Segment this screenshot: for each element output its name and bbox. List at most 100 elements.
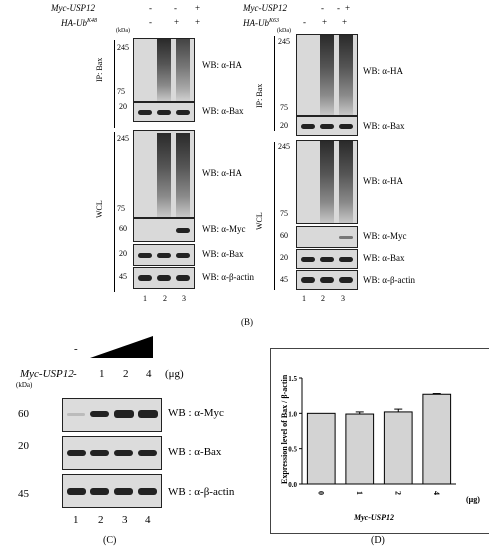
wb-label: WB: α-HA: [202, 60, 242, 70]
mw-marker: 45: [119, 272, 127, 281]
mw-marker: 245: [278, 37, 290, 46]
sign: -: [174, 3, 177, 13]
mw-marker: 20: [119, 249, 127, 258]
lane-number: 1: [73, 514, 79, 526]
myc-usp12-label: Myc-USP12: [243, 3, 287, 13]
dose-value: 1: [99, 368, 105, 380]
wb-label: WB: α-Bax: [363, 121, 405, 131]
dose-value: 4: [146, 368, 152, 380]
mw-marker: 20: [280, 121, 288, 130]
sign: +: [174, 17, 180, 27]
bar: [422, 393, 452, 485]
blot-myc: [62, 398, 162, 432]
blot-wcl-myc: [133, 218, 195, 242]
kda-label: (kDa): [16, 381, 33, 389]
mw-marker: 20: [18, 440, 29, 452]
mw-marker: 45: [18, 488, 29, 500]
mw-marker: 75: [280, 103, 288, 112]
mw-marker: 60: [119, 224, 127, 233]
wb-label: WB: α-Bax: [202, 249, 244, 259]
sign: -: [303, 17, 306, 27]
wb-label: WB : α-β-actin: [168, 486, 235, 498]
mw-marker: 60: [280, 231, 288, 240]
blot-ip-bax: [133, 102, 195, 122]
sign: +: [322, 17, 328, 27]
panel-letter: (B): [241, 317, 253, 327]
bracket-line: [114, 40, 115, 128]
mw-marker: 75: [117, 204, 125, 213]
bracket-line: [274, 36, 275, 131]
sign: -: [337, 3, 340, 13]
lane-number: 3: [341, 294, 345, 303]
wb-label: WB: α-β-actin: [363, 275, 416, 285]
blot-wcl-ha: [296, 140, 358, 224]
x-tick-label: 2: [393, 491, 402, 495]
blot-wcl-myc: [296, 226, 358, 248]
lane-number: 3: [182, 294, 186, 303]
lane-number: 2: [98, 514, 104, 526]
mw-marker: 20: [280, 253, 288, 262]
wb-label: WB: α-Bax: [363, 253, 405, 263]
mw-marker: 245: [278, 142, 290, 151]
blot-wcl-actin: [296, 270, 358, 290]
chart-frame: [270, 348, 489, 534]
kda-label: (kDa): [277, 28, 291, 34]
lane-number: 4: [145, 514, 151, 526]
y-axis-label: Expression level of Bax / β-actin: [280, 374, 289, 484]
x-tick-label: 4: [432, 491, 441, 495]
panel-letter: (C): [103, 535, 117, 546]
bar: [306, 412, 336, 485]
blot-bax: [62, 436, 162, 470]
dose-value: 2: [123, 368, 129, 380]
wb-label: WB: α-β-actin: [202, 272, 255, 282]
sign: +: [342, 17, 348, 27]
blot-wcl-ha: [133, 130, 195, 218]
wb-label: WB: α-HA: [202, 168, 242, 178]
kda-label: (kDa): [116, 28, 130, 34]
x-axis-label: Myc-USP12: [354, 513, 394, 522]
myc-usp12-label: Myc-USP12: [51, 3, 95, 13]
sign: +: [345, 3, 351, 13]
x-unit-label: (μg): [466, 495, 480, 504]
sign: -: [321, 3, 324, 13]
mw-marker: 75: [280, 209, 288, 218]
blot-ip-ha: [296, 34, 358, 116]
mw-marker: 60: [18, 408, 29, 420]
mw-marker: 45: [280, 275, 288, 284]
ha-ub-label: HA-UbK48: [61, 18, 98, 28]
sign: +: [195, 3, 201, 13]
y-tick-label: 0.5: [288, 446, 297, 454]
blot-ip-bax: [296, 116, 358, 136]
blot-wcl-actin: [133, 267, 195, 289]
sign: +: [195, 17, 201, 27]
y-tick-label: 1.5: [288, 375, 297, 383]
blot-ip-ha: [133, 38, 195, 102]
lane-number: 2: [163, 294, 167, 303]
lane-number: 2: [321, 294, 325, 303]
bracket-line: [274, 142, 275, 290]
x-tick-label: 1: [355, 491, 364, 495]
lane-number: 1: [302, 294, 306, 303]
bracket-line: [114, 132, 115, 292]
sign: -: [149, 17, 152, 27]
y-tick-label: 1.0: [288, 410, 297, 418]
wb-label: WB: α-HA: [363, 176, 403, 186]
mw-marker: 245: [117, 134, 129, 143]
wb-label: WB: α-Bax: [202, 106, 244, 116]
wb-label: WB: α-Myc: [363, 231, 407, 241]
panel-letter: (D): [371, 535, 385, 546]
blot-wcl-bax: [296, 249, 358, 269]
wb-label: WB: α-Myc: [202, 224, 246, 234]
mw-marker: 20: [119, 102, 127, 111]
blot-actin: [62, 474, 162, 508]
dose-value: -: [73, 368, 77, 380]
myc-usp12-label: Myc-USP12: [20, 368, 74, 380]
mw-marker: 75: [117, 87, 125, 96]
lane-number: 3: [122, 514, 128, 526]
wb-label: WB : α-Bax: [168, 446, 222, 458]
neg-sign: -: [74, 343, 78, 355]
ha-ub-label: HA-UbK63: [243, 18, 280, 28]
lane-number: 1: [143, 294, 147, 303]
unit-label: (μg): [165, 368, 184, 380]
